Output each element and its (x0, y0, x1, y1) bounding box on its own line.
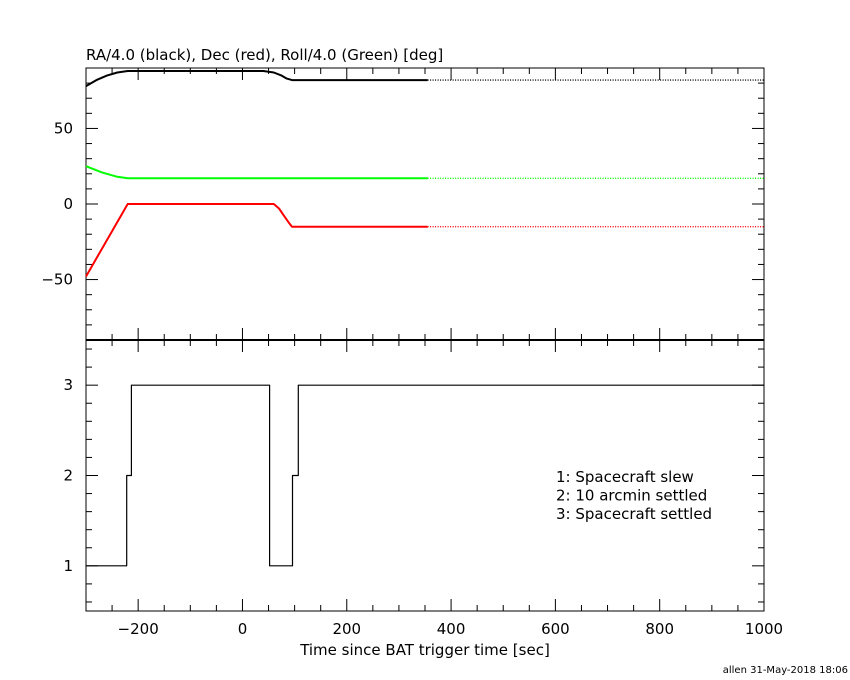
top-y-tick-label: 0 (63, 195, 73, 213)
legend-entry: 2: 10 arcmin settled (556, 487, 707, 505)
x-tick-label: 0 (238, 620, 248, 638)
bottom-series-series-0 (86, 384, 764, 567)
footer-timestamp: allen 31-May-2018 18:06 (723, 665, 848, 676)
x-tick-label: 800 (645, 620, 674, 638)
bottom-y-tick-label: 3 (63, 376, 73, 394)
bottom-y-tick-label: 2 (63, 467, 73, 485)
top-series-roll-4-0 (85, 165, 428, 180)
x-tick-label: 200 (332, 620, 361, 638)
x-tick-label: 1000 (745, 620, 783, 638)
top-y-tick-label: 50 (54, 119, 73, 137)
top-panel-attitude: −50 0 50 (41, 67, 765, 341)
top-panel-title: RA/4.0 (black), Dec (red), Roll/4.0 (Gre… (86, 46, 443, 64)
top-series-dec (85, 203, 428, 277)
x-tick-label: 400 (437, 620, 466, 638)
x-tick-label: 600 (541, 620, 570, 638)
top-series-ra-4-0 (85, 70, 428, 87)
x-tick-label: −200 (118, 620, 159, 638)
legend-entry: 3: Spacecraft settled (556, 505, 712, 523)
x-axis-label: Time since BAT trigger time [sec] (299, 641, 550, 659)
bottom-y-tick-label: 1 (63, 557, 73, 575)
top-y-tick-label: −50 (41, 271, 73, 289)
legend-entry: 1: Spacecraft slew (556, 468, 694, 486)
